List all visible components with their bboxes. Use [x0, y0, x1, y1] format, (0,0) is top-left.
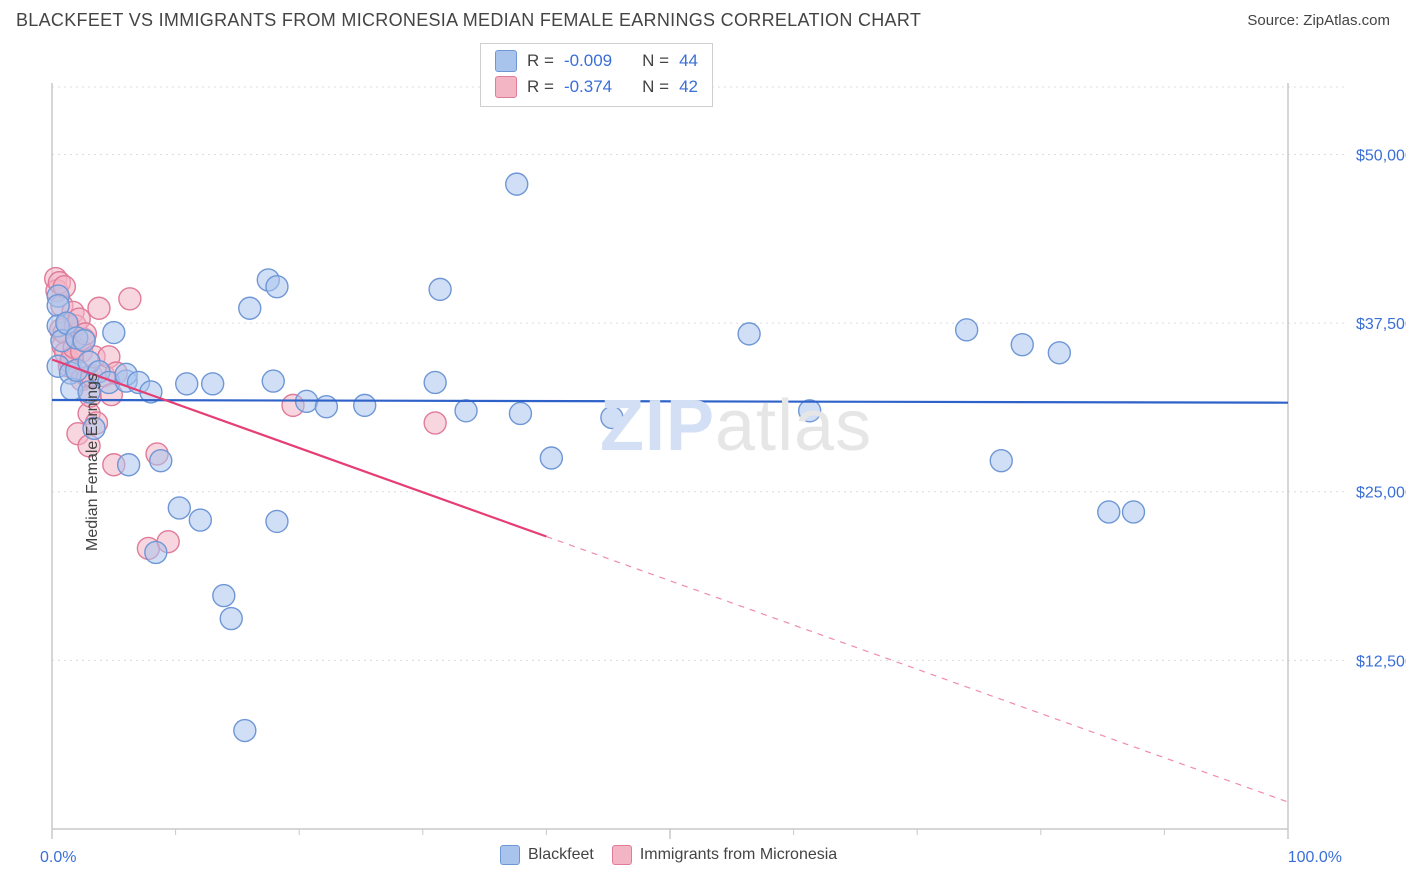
- stats-r-label-blackfeet: R =: [527, 48, 554, 74]
- svg-text:$25,000: $25,000: [1356, 485, 1406, 502]
- scatter-chart: $12,500 $25,000 $37,500 $50,000: [0, 37, 1406, 887]
- stats-legend-box: R = -0.009 N = 44 R = -0.374 N = 42: [480, 43, 713, 107]
- svg-text:$50,000: $50,000: [1356, 147, 1406, 164]
- stats-swatch-blackfeet: [495, 50, 517, 72]
- chart-title: BLACKFEET VS IMMIGRANTS FROM MICRONESIA …: [16, 10, 921, 31]
- source-label: Source:: [1247, 12, 1303, 29]
- x-axis-max-label: 100.0%: [1288, 849, 1342, 867]
- header: BLACKFEET VS IMMIGRANTS FROM MICRONESIA …: [0, 0, 1406, 37]
- stats-r-value-blackfeet: -0.009: [564, 48, 612, 74]
- legend-item-micronesia: Immigrants from Micronesia: [612, 845, 837, 865]
- chart-source: Source: ZipAtlas.com: [1247, 12, 1390, 29]
- legend-swatch-micronesia: [612, 845, 632, 865]
- stats-n-value-micronesia: 42: [679, 74, 698, 100]
- legend-swatch-blackfeet: [500, 845, 520, 865]
- stats-n-label-micronesia: N =: [642, 74, 669, 100]
- stats-swatch-micronesia: [495, 76, 517, 98]
- legend-item-blackfeet: Blackfeet: [500, 845, 594, 865]
- source-site: ZipAtlas.com: [1303, 12, 1390, 29]
- y-axis-label: Median Female Earnings: [84, 373, 102, 551]
- stats-r-label-micronesia: R =: [527, 74, 554, 100]
- footer-legend: Blackfeet Immigrants from Micronesia: [500, 845, 837, 865]
- legend-label-micronesia: Immigrants from Micronesia: [640, 846, 837, 864]
- stats-n-label-blackfeet: N =: [642, 48, 669, 74]
- legend-label-blackfeet: Blackfeet: [528, 846, 594, 864]
- x-axis-min-label: 0.0%: [40, 849, 76, 867]
- stats-row-blackfeet: R = -0.009 N = 44: [495, 48, 698, 74]
- chart-area: Median Female Earnings $12,500 $25,000 $37…: [0, 37, 1406, 887]
- svg-text:$37,500: $37,500: [1356, 316, 1406, 333]
- stats-r-value-micronesia: -0.374: [564, 74, 612, 100]
- svg-text:$12,500: $12,500: [1356, 653, 1406, 670]
- stats-row-micronesia: R = -0.374 N = 42: [495, 74, 698, 100]
- stats-n-value-blackfeet: 44: [679, 48, 698, 74]
